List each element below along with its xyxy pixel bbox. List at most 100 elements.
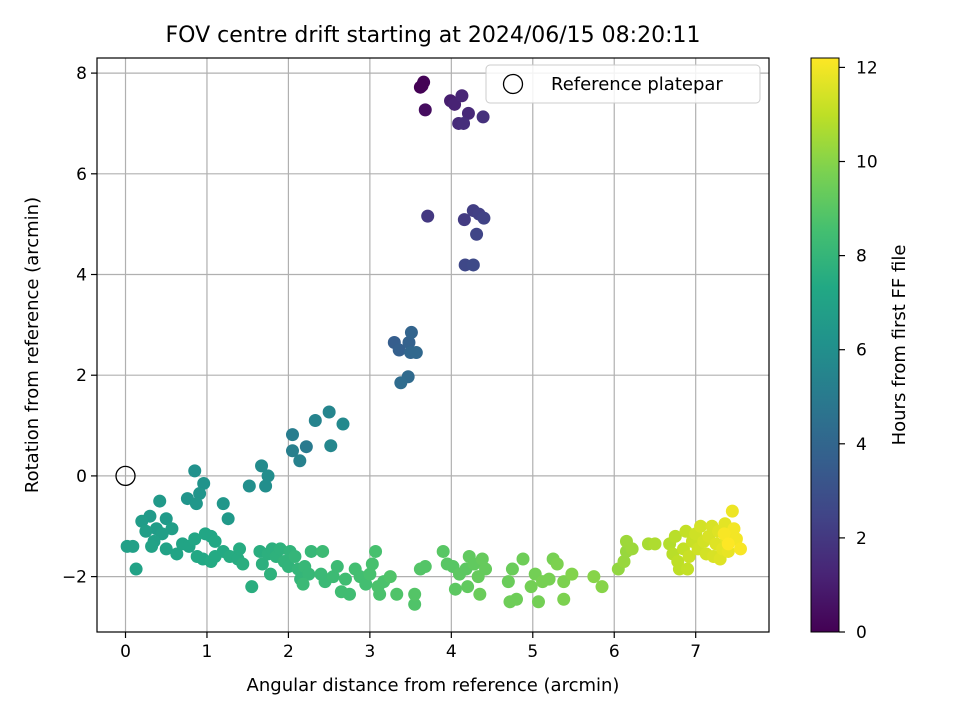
data-point (296, 577, 310, 591)
data-point (550, 557, 564, 571)
data-point (255, 459, 269, 473)
data-point (208, 534, 222, 548)
legend-box (485, 64, 761, 104)
data-point (461, 580, 475, 594)
data-point (617, 555, 631, 569)
data-point (625, 542, 639, 556)
data-point (595, 580, 609, 594)
data-point (259, 479, 273, 493)
data-point (330, 560, 344, 574)
x-tick-label: 2 (283, 642, 294, 662)
data-point (408, 587, 422, 601)
data-point (392, 343, 406, 357)
data-point (694, 519, 708, 533)
data-point (733, 542, 747, 556)
data-point (197, 476, 211, 490)
y-tick-label: −2 (62, 568, 87, 588)
data-point (281, 560, 295, 574)
data-point (402, 335, 416, 349)
colorbar-label: Hours from first FF file (889, 245, 910, 446)
data-point (263, 567, 277, 581)
data-point (725, 504, 739, 518)
data-point (516, 552, 530, 566)
data-point (421, 209, 435, 223)
data-point (193, 487, 207, 501)
data-point (126, 539, 140, 553)
data-point (418, 560, 432, 574)
data-point (255, 557, 269, 571)
data-point (668, 529, 682, 543)
chart-title: FOV centre drift starting at 2024/06/15 … (166, 23, 701, 48)
data-point (679, 524, 693, 538)
data-point (648, 537, 662, 551)
data-point (236, 557, 250, 571)
x-axis-label: Angular distance from reference (arcmin) (247, 675, 620, 696)
y-tick-label: 4 (76, 266, 87, 286)
data-point (153, 494, 167, 508)
data-point (242, 479, 256, 493)
data-point (557, 575, 571, 589)
y-ticks: −2 0 2 4 6 8 (62, 64, 97, 588)
data-point (188, 464, 202, 478)
data-point (288, 549, 302, 563)
data-point (299, 440, 313, 454)
data-point (135, 514, 149, 528)
data-point (233, 542, 247, 556)
colorbar-tick-label: 8 (856, 247, 867, 267)
x-tick-label: 7 (690, 642, 701, 662)
points-layer (115, 75, 747, 611)
data-point (479, 562, 493, 576)
data-point (466, 258, 480, 272)
data-point (189, 497, 203, 511)
data-point (343, 587, 357, 601)
data-point (587, 570, 601, 584)
colorbar-tick-label: 2 (856, 529, 867, 549)
data-point (565, 567, 579, 581)
colorbar-tick-label: 12 (856, 58, 878, 78)
data-point (682, 549, 696, 563)
y-axis-label: Rotation from reference (arcmin) (22, 197, 43, 493)
data-point (475, 552, 489, 566)
data-point (531, 595, 545, 609)
colorbar-tick-label: 0 (856, 623, 867, 643)
data-point (170, 547, 184, 561)
data-point (159, 542, 173, 556)
data-point (324, 439, 338, 453)
data-point (245, 580, 259, 594)
data-point (188, 532, 202, 546)
data-point (404, 325, 418, 339)
y-tick-label: 6 (76, 165, 87, 185)
data-point (505, 562, 519, 576)
data-point (383, 570, 397, 584)
y-tick-label: 8 (76, 64, 87, 84)
data-point (285, 444, 299, 458)
data-point (304, 544, 318, 558)
data-point (457, 116, 471, 130)
plot-frame (96, 57, 770, 633)
data-point (155, 527, 169, 541)
data-point (145, 539, 159, 553)
data-point (470, 227, 484, 241)
data-point (390, 587, 404, 601)
data-point (363, 567, 377, 581)
x-tick-label: 6 (609, 642, 620, 662)
y-tick-label: 0 (76, 467, 87, 487)
x-tick-label: 4 (446, 642, 457, 662)
data-point (302, 567, 316, 581)
legend: Reference platepar (485, 64, 761, 104)
data-point (139, 524, 153, 538)
x-ticks: 0 1 2 3 4 5 6 7 (120, 632, 701, 662)
legend-marker-reference (502, 73, 524, 95)
colorbar-tick-label: 4 (856, 435, 867, 455)
data-point (713, 552, 727, 566)
data-point (159, 512, 173, 526)
data-point (501, 575, 515, 589)
data-point (557, 592, 571, 606)
legend-label-reference: Reference platepar (551, 74, 723, 95)
data-point (261, 469, 275, 483)
data-point (129, 562, 143, 576)
reference-platepar-marker (115, 465, 136, 487)
data-point (408, 597, 422, 611)
data-point (461, 106, 475, 120)
